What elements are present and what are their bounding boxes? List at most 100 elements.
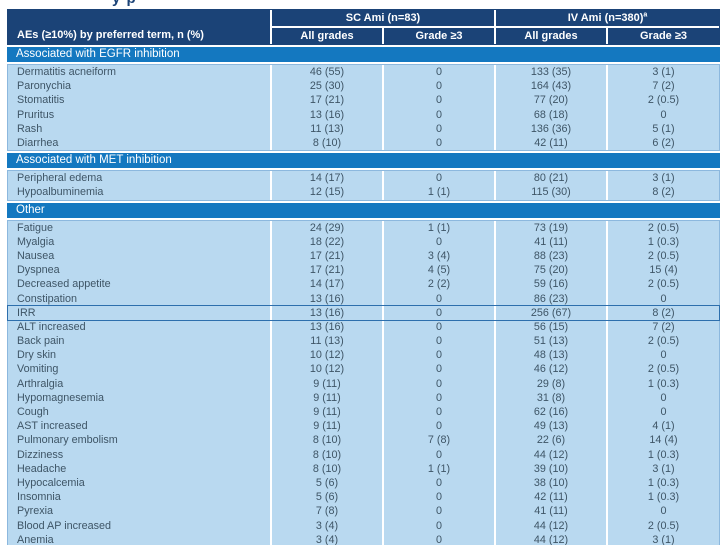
- table-row-highlighted: IRR 13 (16) 0 256 (67) 8 (2): [7, 304, 720, 322]
- term-cell: Nausea: [8, 248, 270, 264]
- cropped-title-fragment: y p: [112, 0, 137, 7]
- table-row: Dermatitis acneiform 46 (55) 0 133 (35) 3 (1…: [8, 65, 719, 80]
- section-header: Associated with MET inhibition: [7, 153, 720, 169]
- table-row: Myalgia 18 (22) 0 41 (11) 1 (0.3): [8, 234, 719, 249]
- value-cell: 75 (20): [496, 263, 606, 278]
- value-cell: 133 (35): [496, 65, 606, 80]
- value-cell: 46 (12): [496, 362, 606, 377]
- value-cell: 73 (19): [496, 220, 606, 235]
- term-cell: IRR: [8, 305, 270, 320]
- table-row: Hypocalcemia 5 (6) 0 38 (10) 1 (0.3): [8, 475, 719, 491]
- value-cell: 44 (12): [496, 518, 606, 533]
- value-cell: 18 (22): [272, 234, 382, 249]
- table-row: AST increased 9 (11) 0 49 (13) 4 (1): [8, 419, 719, 434]
- value-cell: 2 (0.5): [608, 248, 719, 264]
- value-cell: 8 (2): [608, 185, 719, 200]
- value-cell: 2 (0.5): [608, 277, 719, 292]
- table-row: Cough 9 (11) 0 62 (16) 0: [8, 404, 719, 420]
- table-row: Decreased appetite 14 (17) 2 (2) 59 (16) 2 (…: [8, 277, 719, 292]
- value-cell: 0: [384, 362, 494, 377]
- subheader-iv-all-grades: All grades: [496, 28, 606, 44]
- value-cell: 44 (12): [496, 447, 606, 462]
- value-cell: 44 (12): [496, 532, 606, 545]
- group-header-row: SC Ami (n=83) IV Ami (n=380)a: [272, 10, 719, 26]
- table-row: ALT increased 13 (16) 0 56 (15) 7 (2): [8, 319, 719, 334]
- value-cell: 51 (13): [496, 334, 606, 349]
- value-cell: 0: [384, 518, 494, 533]
- term-cell: Dry skin: [8, 348, 270, 363]
- value-cell: 10 (12): [272, 362, 382, 377]
- section-block: Peripheral edema 14 (17) 0 80 (21) 3 (1) Hypo…: [7, 170, 720, 201]
- value-cell: 2 (0.5): [608, 518, 719, 533]
- value-cell: 164 (43): [496, 79, 606, 94]
- value-cell: 136 (36): [496, 121, 606, 136]
- table-row: Vomiting 10 (12) 0 46 (12) 2 (0.5): [8, 362, 719, 377]
- value-cell: 8 (10): [272, 433, 382, 448]
- value-cell: 14 (4): [608, 433, 719, 448]
- value-cell: 0: [384, 334, 494, 349]
- value-cell: 2 (0.5): [608, 334, 719, 349]
- table-row: Paronychia 25 (30) 0 164 (43) 7 (2): [8, 79, 719, 94]
- value-cell: 41 (11): [496, 504, 606, 519]
- table-row: Pyrexia 7 (8) 0 41 (11) 0: [8, 504, 719, 519]
- value-cell: 12 (15): [272, 185, 382, 200]
- value-cell: 0: [384, 319, 494, 334]
- value-cell: 5 (6): [272, 475, 382, 491]
- value-cell: 0: [384, 348, 494, 363]
- term-cell: Hypoalbuminemia: [8, 185, 270, 200]
- value-cell: 0: [384, 234, 494, 249]
- table-row: Rash 11 (13) 0 136 (36) 5 (1): [8, 121, 719, 136]
- value-cell: 0: [384, 135, 494, 151]
- section-block: Dermatitis acneiform 46 (55) 0 133 (35) 3 (1…: [7, 64, 720, 152]
- value-cell: 56 (15): [496, 319, 606, 334]
- term-cell: Vomiting: [8, 362, 270, 377]
- value-cell: 13 (16): [272, 291, 382, 306]
- value-cell: 38 (10): [496, 475, 606, 491]
- table-row: Arthralgia 9 (11) 0 29 (8) 1 (0.3): [8, 376, 719, 391]
- term-cell: Cough: [8, 404, 270, 420]
- value-cell: 10 (12): [272, 348, 382, 363]
- table-row: Dyspnea 17 (21) 4 (5) 75 (20) 15 (4): [8, 263, 719, 278]
- value-cell: 24 (29): [272, 220, 382, 235]
- value-cell: 41 (11): [496, 234, 606, 249]
- group-header-iv-label: IV Ami (n=380): [567, 12, 644, 24]
- term-cell: Dermatitis acneiform: [8, 65, 270, 80]
- value-cell: 49 (13): [496, 419, 606, 434]
- value-cell: 88 (23): [496, 248, 606, 264]
- value-cell: 1 (1): [384, 220, 494, 235]
- group-header-iv-footnote: a: [643, 11, 648, 19]
- value-cell: 62 (16): [496, 404, 606, 420]
- value-cell: 31 (8): [496, 390, 606, 405]
- value-cell: 11 (13): [272, 121, 382, 136]
- value-cell: 1 (0.3): [608, 447, 719, 462]
- term-cell: Rash: [8, 121, 270, 136]
- table-row: Hypoalbuminemia 12 (15) 1 (1) 115 (30) 8 (2): [8, 185, 719, 200]
- value-cell: 17 (21): [272, 93, 382, 108]
- table-row: Peripheral edema 14 (17) 0 80 (21) 3 (1): [8, 171, 719, 186]
- value-cell: 0: [384, 171, 494, 186]
- value-cell: 4 (1): [608, 419, 719, 434]
- value-cell: 48 (13): [496, 348, 606, 363]
- term-cell: Dyspnea: [8, 263, 270, 278]
- value-cell: 0: [608, 404, 719, 420]
- value-cell: 9 (11): [272, 390, 382, 405]
- section-block: Fatigue 24 (29) 1 (1) 73 (19) 2 (0.5) Myalgia…: [7, 219, 720, 545]
- term-cell: Pulmonary embolism: [8, 433, 270, 448]
- value-cell: 17 (21): [272, 263, 382, 278]
- value-cell: 9 (11): [272, 376, 382, 391]
- value-cell: 2 (0.5): [608, 220, 719, 235]
- section-header: Associated with EGFR inhibition: [7, 47, 720, 62]
- value-cell: 7 (2): [608, 79, 719, 94]
- table-header-right: SC Ami (n=83) IV Ami (n=380)a All grades…: [272, 10, 719, 44]
- term-cell: Constipation: [8, 291, 270, 306]
- term-cell: Pruritus: [8, 107, 270, 122]
- section-header: Other: [7, 202, 720, 218]
- term-cell: Pyrexia: [8, 504, 270, 519]
- value-cell: 0: [608, 107, 719, 122]
- table-row: Dry skin 10 (12) 0 48 (13) 0: [8, 348, 719, 363]
- table-row: Anemia 3 (4) 0 44 (12) 3 (1): [8, 532, 719, 545]
- term-cell: Hypocalcemia: [8, 475, 270, 491]
- value-cell: 3 (1): [608, 532, 719, 545]
- value-cell: 0: [384, 490, 494, 505]
- value-cell: 0: [384, 447, 494, 462]
